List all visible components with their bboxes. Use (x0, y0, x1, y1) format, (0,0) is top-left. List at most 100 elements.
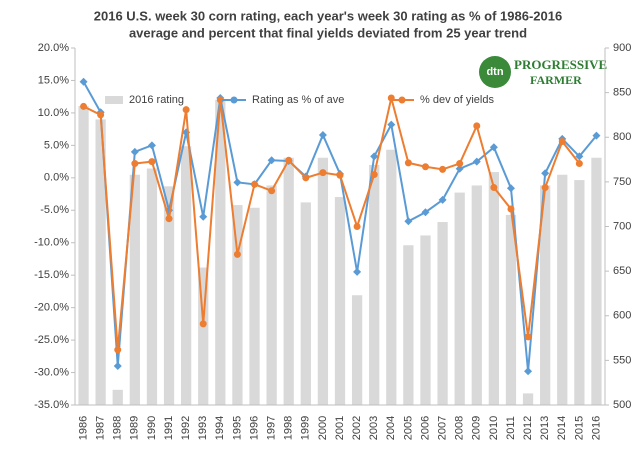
marker (233, 250, 241, 258)
x-tick-label: 2008 (454, 416, 466, 440)
x-tick-label: 2014 (556, 416, 568, 440)
marker (353, 267, 362, 276)
marker (524, 333, 532, 341)
marker (438, 195, 447, 204)
y-tick-label: -20.0% (34, 302, 69, 314)
bar (454, 192, 465, 405)
y2-tick-label: 850 (613, 87, 631, 99)
marker (421, 208, 430, 217)
legend-swatch (230, 96, 238, 104)
bar (522, 393, 534, 405)
marker (353, 223, 361, 230)
chart-title: 2016 U.S. week 30 corn rating, each year… (94, 8, 562, 23)
marker (147, 141, 156, 150)
x-tick-label: 2001 (334, 416, 346, 440)
x-tick-label: 1990 (146, 416, 158, 440)
marker (387, 120, 396, 129)
y-tick-label: 20.0% (38, 42, 69, 54)
legend-label: 2016 rating (129, 94, 184, 106)
x-tick-label: 2011 (505, 416, 517, 440)
x-tick-label: 2006 (419, 416, 431, 440)
marker (558, 137, 566, 145)
logo-text: PROGRESSIVE (514, 57, 607, 72)
chart-title: average and percent that final yields de… (129, 25, 527, 40)
y-tick-label: 0.0% (44, 172, 69, 184)
marker (404, 217, 413, 226)
marker (182, 106, 190, 114)
marker (370, 171, 378, 179)
logo-text: FARMER (530, 73, 582, 87)
y-tick-label: -35.0% (34, 399, 69, 411)
bar (386, 149, 397, 405)
marker (575, 160, 583, 168)
legend-label: % dev of yields (420, 94, 494, 106)
bar (198, 267, 209, 405)
x-tick-label: 1992 (180, 416, 192, 440)
bars (78, 99, 602, 406)
x-tick-label: 1993 (197, 416, 209, 440)
marker (490, 184, 498, 192)
bar (574, 180, 585, 405)
bar (232, 205, 243, 405)
x-tick-label: 2003 (368, 416, 380, 440)
x-tick-label: 2002 (351, 416, 363, 440)
y-tick-label: -10.0% (34, 237, 69, 249)
y-tick-label: -30.0% (34, 366, 69, 378)
y2-tick-label: 600 (613, 310, 631, 322)
y2-tick-label: 650 (613, 265, 631, 277)
x-tick-label: 1998 (283, 416, 295, 440)
bar (146, 168, 158, 405)
marker (336, 171, 344, 179)
marker (165, 215, 173, 223)
bar (266, 185, 277, 405)
marker (370, 152, 379, 161)
bar (215, 99, 226, 405)
bar (78, 106, 89, 405)
marker (541, 169, 550, 178)
x-tick-label: 2016 (590, 416, 602, 440)
logo-circle (479, 56, 511, 88)
marker (318, 130, 327, 139)
marker (233, 178, 242, 187)
y-tick-label: 5.0% (44, 139, 69, 151)
y2-tick-label: 700 (613, 220, 631, 232)
bar (471, 185, 482, 405)
marker (507, 205, 515, 213)
x-tick-label: 1986 (77, 416, 89, 440)
x-tick-label: 1989 (129, 416, 141, 440)
bar (488, 172, 499, 405)
bar (317, 157, 329, 405)
bar (420, 235, 431, 405)
bar (351, 295, 363, 405)
marker (199, 212, 208, 221)
marker (592, 131, 601, 140)
x-tick-label: 1994 (214, 416, 226, 440)
marker (148, 158, 156, 166)
x-tick-label: 1995 (231, 416, 243, 440)
bar (591, 157, 602, 405)
bar (540, 185, 551, 405)
marker (114, 346, 122, 354)
x-tick-label: 2013 (539, 416, 551, 440)
marker (79, 77, 88, 86)
y-tick-label: -5.0% (40, 204, 69, 216)
marker (97, 111, 105, 119)
marker (80, 102, 88, 110)
bar (181, 146, 192, 406)
x-tick-label: 1987 (95, 416, 107, 440)
line (83, 97, 581, 350)
bar (505, 214, 517, 405)
marker (199, 320, 207, 328)
bar (437, 222, 448, 405)
marker (456, 160, 464, 168)
y-tick-label: -15.0% (34, 269, 69, 281)
marker (267, 156, 276, 165)
logo: dtn PROGRESSIVE FARMER (479, 56, 607, 88)
bar (403, 245, 414, 405)
marker (541, 184, 549, 192)
x-tick-label: 2000 (317, 416, 329, 440)
y2-tick-label: 550 (613, 354, 631, 366)
marker (489, 143, 498, 152)
bar (557, 174, 568, 405)
